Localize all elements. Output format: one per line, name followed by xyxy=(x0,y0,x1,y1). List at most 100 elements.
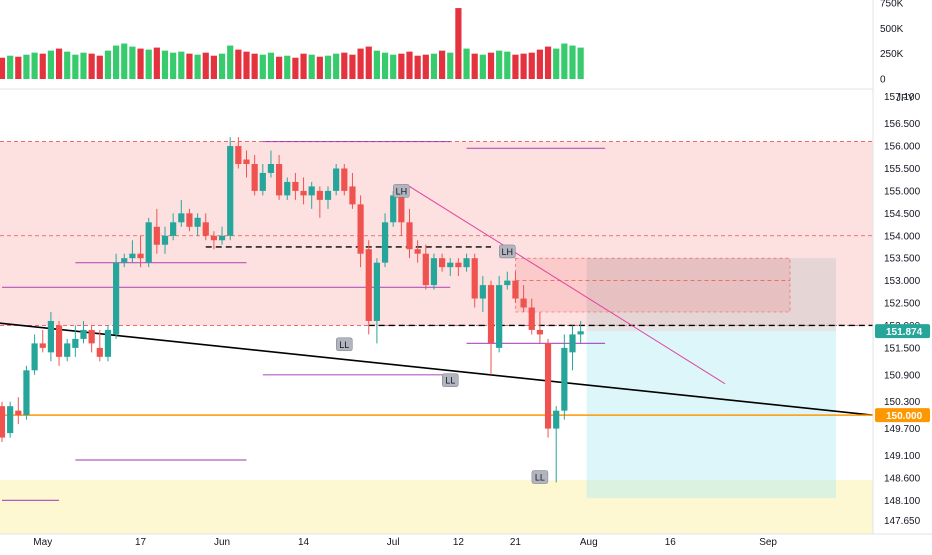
candle-body xyxy=(430,258,438,286)
candle xyxy=(520,285,527,312)
candle xyxy=(553,406,560,483)
candle-body xyxy=(292,181,299,191)
volume-bar xyxy=(161,50,169,79)
price-tick-label: 154.000 xyxy=(884,231,921,242)
volume-bar xyxy=(561,43,568,79)
volume-tick-label: 750K xyxy=(880,0,904,10)
volume-bar xyxy=(479,54,486,79)
zones xyxy=(0,141,873,534)
candle-body xyxy=(0,406,6,438)
currency-label: JPY xyxy=(896,93,915,104)
candle-body xyxy=(512,280,519,299)
candle xyxy=(561,334,568,420)
volume-bar xyxy=(544,46,552,79)
candle xyxy=(210,231,217,250)
candle xyxy=(186,208,193,232)
candle-body xyxy=(390,195,397,223)
candle-body xyxy=(15,410,22,416)
candle-body xyxy=(316,190,323,200)
candle xyxy=(39,329,46,353)
candle xyxy=(64,338,71,362)
volume-bar xyxy=(284,55,291,79)
candle xyxy=(471,253,478,308)
candle-body xyxy=(471,258,478,299)
candle xyxy=(414,240,421,263)
candle xyxy=(463,253,470,272)
candle-body xyxy=(55,325,63,357)
volume-tick-label: 250K xyxy=(880,49,904,60)
time-tick-label: Sep xyxy=(759,537,777,548)
volume-bar xyxy=(88,53,95,79)
candle-body xyxy=(64,343,71,357)
candles xyxy=(0,137,584,483)
candle xyxy=(300,177,307,205)
candle-body xyxy=(422,253,429,286)
support-zone xyxy=(0,480,873,534)
time-axis[interactable]: May 17 Jun 14 Jul 12 21 Aug 16 Sep xyxy=(0,533,932,548)
candle xyxy=(0,401,6,443)
candle-body xyxy=(357,204,364,254)
candle-body xyxy=(267,164,275,173)
structure-label-box xyxy=(531,470,549,484)
candle-body xyxy=(227,146,234,236)
level-price-tag[interactable] xyxy=(875,408,930,423)
volume-bar xyxy=(333,53,340,79)
volume-bar xyxy=(577,47,584,79)
candle xyxy=(194,213,201,236)
volume-bar xyxy=(121,43,128,79)
volume-bar xyxy=(496,50,503,79)
candle-body xyxy=(333,168,340,191)
volume-bar xyxy=(504,51,511,79)
volume-bar xyxy=(80,52,87,79)
candle xyxy=(129,240,136,263)
candle-body xyxy=(569,334,576,353)
candle-body xyxy=(137,253,144,259)
volume-bar xyxy=(227,45,234,79)
volume-bar xyxy=(47,50,54,79)
candle-body xyxy=(194,217,201,227)
candle xyxy=(178,199,185,227)
time-tick-label: 14 xyxy=(298,537,310,548)
candle-body xyxy=(308,186,315,196)
volume-bar xyxy=(292,57,299,79)
candle-body xyxy=(528,307,535,330)
candle-body xyxy=(113,262,120,335)
time-tick-label: May xyxy=(33,537,52,548)
candle xyxy=(145,217,152,268)
structure-label-text: LL xyxy=(535,473,545,483)
structure-label: LL xyxy=(531,470,549,484)
volume-bar xyxy=(414,55,421,79)
candle xyxy=(504,271,511,290)
volume-bar xyxy=(202,52,209,79)
candle xyxy=(227,137,234,241)
structure-label-text: LL xyxy=(445,376,455,386)
candle xyxy=(104,325,112,362)
volume-bar xyxy=(0,57,6,79)
candle xyxy=(365,240,372,335)
candle xyxy=(479,276,486,312)
volume-bar xyxy=(276,56,283,79)
candle xyxy=(577,320,584,344)
time-tick-label: 16 xyxy=(665,537,677,548)
volume-bar xyxy=(145,49,152,79)
candle-body xyxy=(561,347,568,411)
volume-bar xyxy=(373,50,380,79)
drawings xyxy=(0,140,874,501)
time-tick-label: 12 xyxy=(453,537,465,548)
candle xyxy=(536,312,543,344)
candle-body xyxy=(129,253,136,259)
candle xyxy=(235,137,242,169)
volume-bar xyxy=(381,52,389,79)
candle-body xyxy=(145,222,152,263)
volume-bar xyxy=(113,45,120,79)
last-price-tag[interactable] xyxy=(875,324,930,339)
candle-body xyxy=(439,258,446,268)
volume-bar xyxy=(430,53,438,79)
candle xyxy=(308,181,315,209)
price-tick-label: 150.900 xyxy=(884,370,921,381)
candle-body xyxy=(218,235,226,241)
volume-bar xyxy=(324,55,332,79)
volume-bar xyxy=(390,54,397,79)
